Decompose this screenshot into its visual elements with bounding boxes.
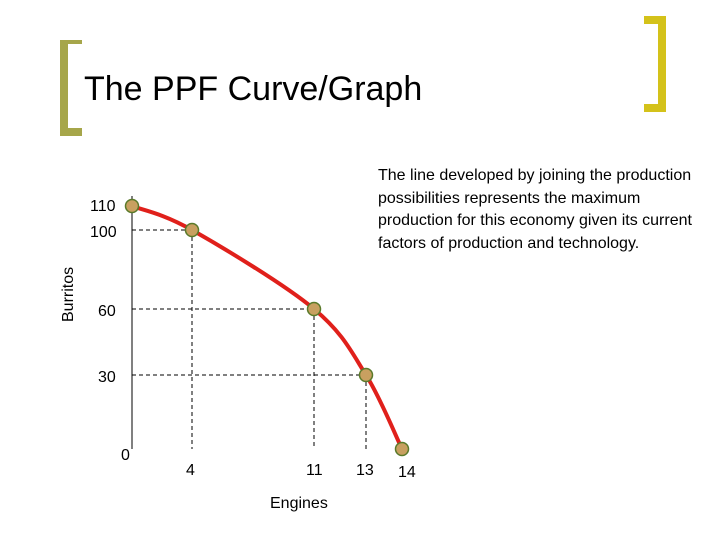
x-tick-13: 13 [356,462,374,479]
x-axis-label: Engines [270,495,328,512]
y-tick-labels: 110 100 60 30 [90,198,117,386]
x-tick-4: 4 [186,462,195,479]
y-tick-60: 60 [98,303,116,320]
x-tick-14: 14 [398,464,416,481]
ppf-point-1 [184,222,200,238]
y-tick-100: 100 [90,224,117,241]
y-tick-110: 110 [90,198,116,215]
right-bracket-decoration [644,16,666,112]
ppf-curve [130,204,404,451]
ppf-point-0 [124,198,140,214]
ppf-point-3 [358,367,374,383]
production-points [124,198,410,457]
y-tick-30: 30 [98,369,116,386]
ppf-point-2 [306,301,322,317]
x-tick-labels: 4 11 13 14 [186,462,416,481]
ppf-point-4 [394,441,410,457]
y-axis-label: Burritos [60,267,77,322]
left-bracket-decoration [60,40,82,136]
slide-title: The PPF Curve/Graph [84,70,423,108]
explanation-text: The line developed by joining the produc… [378,167,692,252]
origin-label: 0 [121,447,130,464]
dashed-guides [132,229,367,449]
x-tick-11: 11 [306,462,323,479]
